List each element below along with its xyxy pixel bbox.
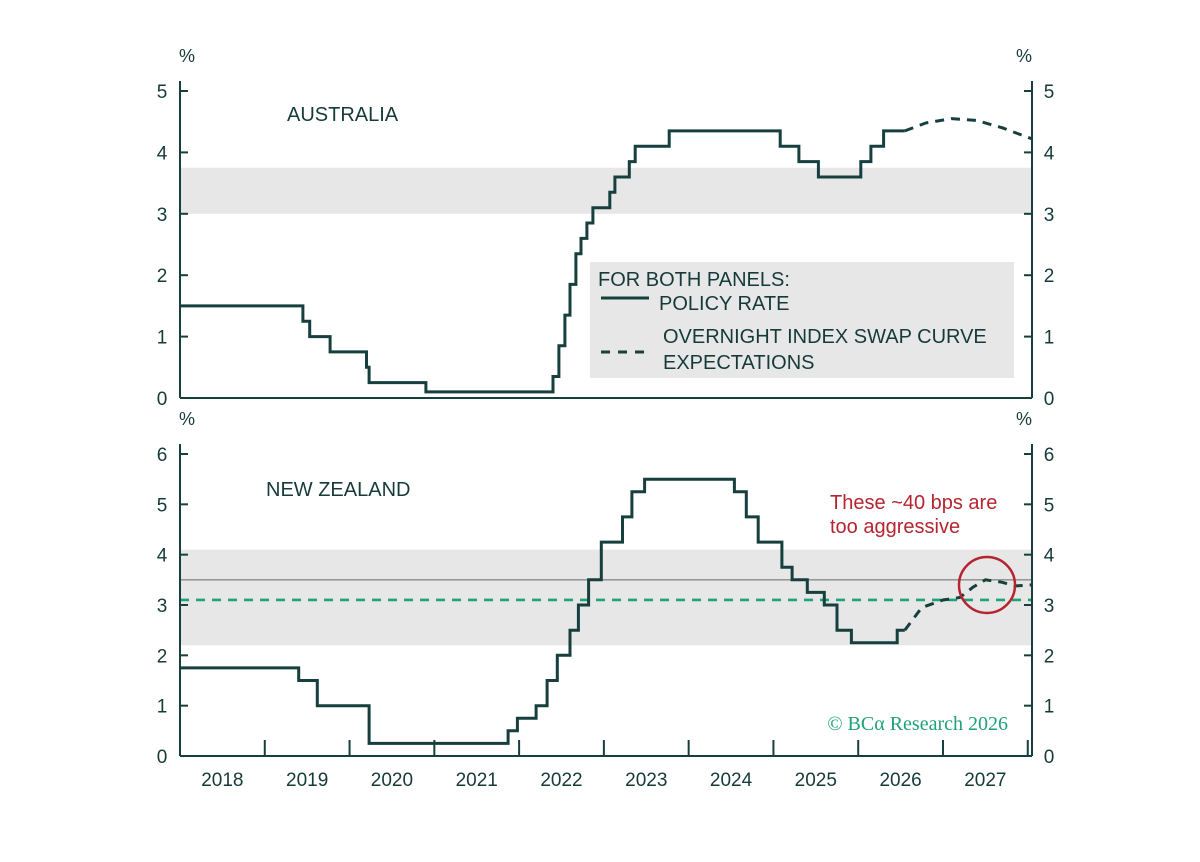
x-axis-year-label: 2020	[371, 770, 413, 791]
australia-right-tick-label: 5	[1044, 82, 1055, 103]
x-axis-year-label: 2024	[710, 770, 753, 791]
australia-ois-curve-line	[904, 117, 1033, 141]
new-zealand-panel: 0 0 1 1 2 2 3 3 4 4 5 5 6 6 % % NEW ZEALAND These ~40…	[157, 409, 1055, 768]
x-axis-year-label: 2019	[286, 770, 328, 791]
x-axis-year-label: 2026	[879, 770, 921, 791]
australia-right-unit: %	[1016, 46, 1032, 66]
new-zealand-left-tick-label: 0	[157, 747, 168, 768]
new-zealand-ois-curve-line	[903, 578, 1033, 632]
new-zealand-reference-lines	[180, 579, 1032, 602]
australia-panel: 0 0 1 1 2 2 3 3 4 4 5 5 % % AUSTRALIA FOR BOTH PANE…	[157, 46, 1055, 410]
australia-right-tick-label: 1	[1044, 328, 1055, 349]
new-zealand-right-tick-label: 2	[1044, 646, 1055, 667]
legend: FOR BOTH PANELS: POLICY RATE OVERNIGHT I…	[590, 262, 1014, 378]
new-zealand-right-tick-label: 4	[1044, 546, 1055, 567]
annotation-circle	[957, 555, 1017, 615]
australia-left-unit: %	[179, 46, 195, 66]
legend-ois-label-line2: EXPECTATIONS	[663, 352, 815, 374]
x-axis-year-labels: 2018 2019 2020 2021 2022 2023 2024 2025 2026 2027	[201, 770, 1006, 791]
new-zealand-neutral-band	[180, 549, 1032, 646]
legend-background	[590, 262, 1014, 378]
new-zealand-series	[180, 477, 1033, 745]
x-axis-year-label: 2027	[964, 770, 1006, 791]
australia-left-tick-label: 2	[157, 266, 168, 287]
new-zealand-right-tick-label: 6	[1044, 445, 1055, 466]
new-zealand-right-tick-label: 5	[1044, 495, 1055, 516]
australia-right-tick-label: 0	[1044, 389, 1055, 410]
new-zealand-right-tick-label: 0	[1044, 747, 1055, 768]
legend-policy-label: POLICY RATE	[659, 293, 789, 315]
new-zealand-left-tick-label: 2	[157, 646, 168, 667]
new-zealand-left-tick-label: 5	[157, 495, 168, 516]
new-zealand-policy-rate-line	[180, 477, 905, 745]
x-axis-year-label: 2018	[201, 770, 243, 791]
australia-right-tick-label: 3	[1044, 205, 1055, 226]
annotation-line2: too aggressive	[830, 516, 960, 538]
new-zealand-right-tick-label: 1	[1044, 697, 1055, 718]
new-zealand-left-tick-label: 1	[157, 697, 168, 718]
australia-axes: 0 0 1 1 2 2 3 3 4 4 5 5	[157, 81, 1055, 410]
new-zealand-panel-title: NEW ZEALAND	[266, 479, 410, 501]
new-zealand-left-tick-label: 4	[157, 546, 168, 567]
legend-header: FOR BOTH PANELS:	[598, 269, 790, 291]
australia-left-tick-label: 1	[157, 328, 168, 349]
australia-series	[180, 117, 1033, 394]
australia-left-tick-label: 0	[157, 389, 168, 410]
annotation-line1: These ~40 bps are	[830, 492, 997, 514]
new-zealand-left-tick-label: 3	[157, 596, 168, 617]
australia-left-tick-label: 3	[157, 205, 168, 226]
x-axis-year-label: 2022	[540, 770, 582, 791]
australia-left-tick-label: 4	[157, 143, 168, 164]
new-zealand-band-rect	[180, 549, 1032, 646]
new-zealand-left-tick-label: 6	[157, 445, 168, 466]
copyright-logo: © BCα Research 2026	[827, 713, 1008, 735]
australia-left-tick-label: 5	[157, 82, 168, 103]
x-axis-year-label: 2025	[795, 770, 837, 791]
australia-band-rect	[180, 167, 1032, 214]
x-axis-year-label: 2023	[625, 770, 667, 791]
new-zealand-right-tick-label: 3	[1044, 596, 1055, 617]
legend-ois-label-line1: OVERNIGHT INDEX SWAP CURVE	[663, 326, 987, 348]
new-zealand-left-unit: %	[179, 409, 195, 429]
australia-right-tick-label: 2	[1044, 266, 1055, 287]
australia-right-tick-label: 4	[1044, 143, 1055, 164]
australia-panel-title: AUSTRALIA	[287, 104, 399, 126]
australia-policy-rate-line	[180, 129, 905, 394]
new-zealand-right-unit: %	[1016, 409, 1032, 429]
new-zealand-axes: 0 0 1 1 2 2 3 3 4 4 5 5 6 6	[157, 444, 1055, 768]
x-axis-year-label: 2021	[456, 770, 498, 791]
australia-target-band	[180, 167, 1032, 214]
